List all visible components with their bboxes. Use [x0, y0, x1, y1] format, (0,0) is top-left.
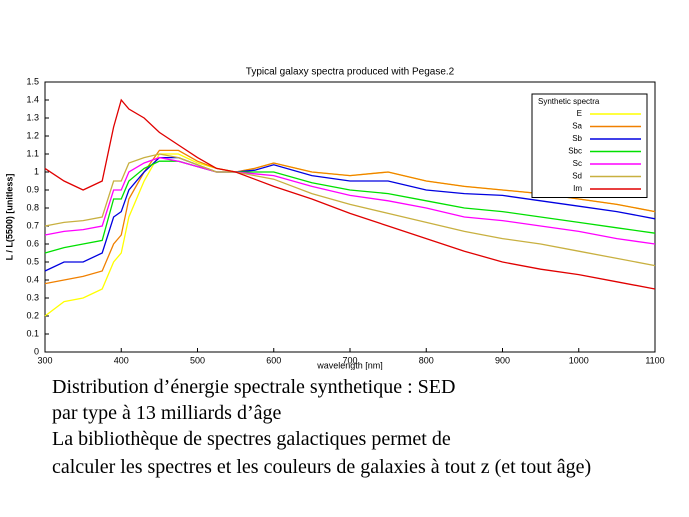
y-tick-label: 0.9 — [26, 184, 39, 194]
series-line — [44, 98, 656, 290]
y-tick-label: 1 — [34, 166, 39, 176]
x-tick-label: 300 — [37, 355, 52, 365]
x-tick-label: 400 — [114, 355, 129, 365]
caption-line: La bibliothèque de spectres galactiques … — [52, 428, 451, 450]
legend-box — [531, 93, 648, 198]
y-tick-label: 1.4 — [26, 94, 39, 104]
y-tick-label: 0 — [34, 346, 39, 356]
x-tick-label: 1000 — [569, 355, 589, 365]
caption-line: par type à 13 milliards d’âge — [52, 402, 282, 424]
legend-label: Sa — [572, 122, 582, 131]
y-tick-label: 0.8 — [26, 202, 39, 212]
legend-label: Sc — [573, 159, 582, 168]
y-tick-label: 1.1 — [26, 148, 39, 158]
x-tick-label: 500 — [190, 355, 205, 365]
x-tick-label: 700 — [342, 355, 357, 365]
caption-line: Distribution d’énergie spectrale synthet… — [52, 376, 456, 398]
x-tick-label: 600 — [266, 355, 281, 365]
y-tick-label: 1.5 — [26, 76, 39, 86]
legend-label: Im — [573, 184, 582, 193]
y-tick-label: 0.2 — [26, 310, 39, 320]
y-tick-label: 0.1 — [26, 328, 39, 338]
x-axis-label: wavelength [nm] — [316, 360, 383, 370]
x-tick-label: 900 — [495, 355, 510, 365]
y-tick-label: 1.2 — [26, 130, 39, 140]
caption-line: calculer les spectres et les couleurs de… — [52, 456, 592, 478]
x-tick-label: 1100 — [645, 355, 664, 365]
legend-label: Sd — [572, 172, 582, 181]
legend-label: E — [577, 109, 582, 118]
y-tick-label: 0.7 — [26, 220, 39, 230]
y-tick-label: 0.6 — [26, 238, 39, 248]
chart-title: Typical galaxy spectra produced with Peg… — [246, 67, 455, 78]
y-tick-label: 0.4 — [26, 274, 39, 284]
x-tick-label: 800 — [419, 355, 434, 365]
y-tick-label: 0.5 — [26, 256, 39, 266]
legend-label: Sb — [572, 134, 582, 143]
legend-title: Synthetic spectra — [538, 97, 600, 106]
chart: Typical galaxy spectra produced with Peg… — [4, 67, 664, 370]
legend-label: Sbc — [568, 147, 582, 156]
y-tick-label: 1.3 — [26, 112, 39, 122]
y-tick-label: 0.3 — [26, 292, 39, 302]
y-axis-label: L / L(5500) [unitless] — [4, 174, 14, 261]
